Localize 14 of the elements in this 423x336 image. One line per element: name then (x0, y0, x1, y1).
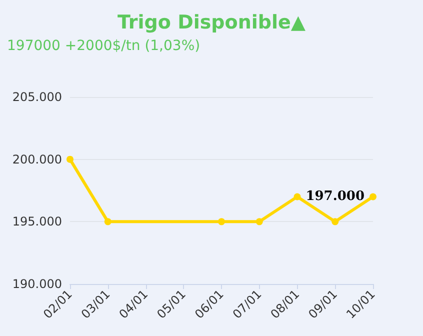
point (332, 218, 339, 226)
chart-subtitle: 197000 +2000$/tn (1,03%) (7, 38, 200, 54)
chart-title: Trigo Disponible▲ (118, 12, 306, 34)
y-tick-label: 200.000 (12, 152, 62, 166)
y-tick-label: 205.000 (12, 90, 62, 104)
y-tick-label: 195.000 (12, 214, 62, 229)
point (66, 156, 74, 163)
point (256, 218, 263, 226)
data-label: 197.000 (306, 189, 364, 204)
point (370, 193, 376, 200)
y-tick-label: 190.000 (12, 277, 62, 291)
point (218, 218, 225, 226)
point (294, 193, 301, 200)
point (104, 218, 112, 226)
